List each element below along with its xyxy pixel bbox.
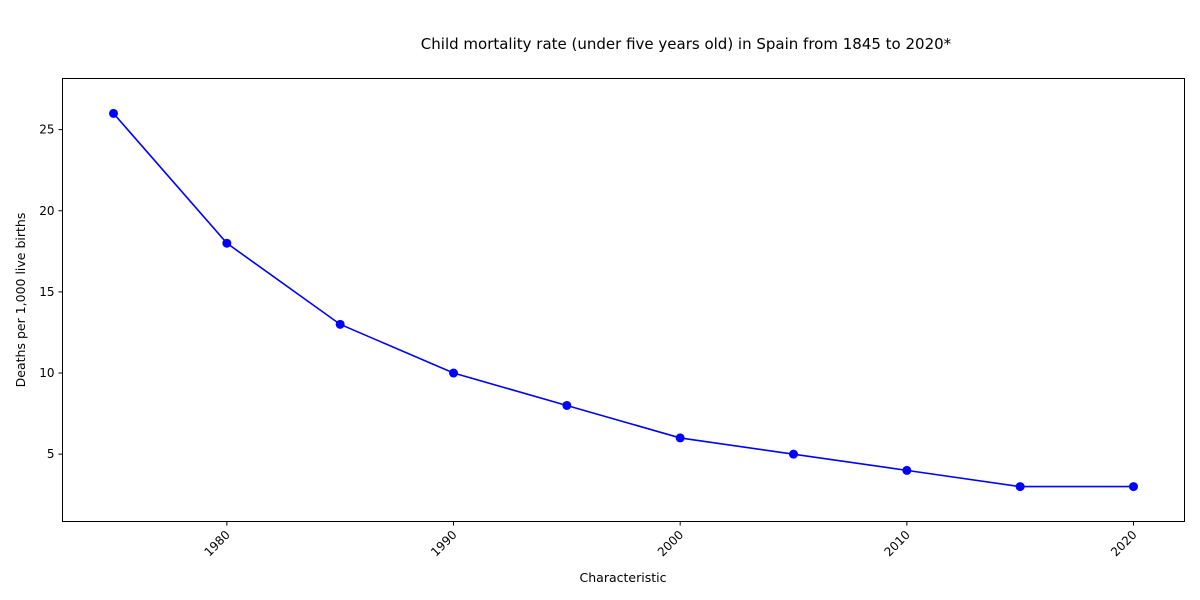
plot-area-frame	[62, 78, 1185, 522]
y-axis-label: Deaths per 1,000 live births	[13, 213, 28, 388]
x-tick-label: 2020	[1108, 528, 1139, 559]
data-point	[222, 238, 232, 248]
data-point	[789, 449, 798, 459]
y-tick-label: 5	[47, 447, 55, 461]
y-tick-label: 25	[39, 123, 54, 137]
x-axis: 1980 1990 2000 2010 2020	[201, 521, 1140, 559]
data-point	[562, 400, 572, 410]
x-tick-label: 1980	[201, 528, 232, 559]
data-point	[449, 368, 458, 378]
y-tick-label: 10	[39, 366, 54, 380]
data-point	[902, 465, 912, 475]
data-point	[675, 433, 685, 443]
y-tick-label: 15	[39, 285, 54, 299]
x-axis-label: Characteristic	[580, 570, 667, 585]
x-tick-label: 2010	[881, 528, 912, 559]
data-point	[1015, 482, 1025, 492]
x-tick-label: 2000	[655, 528, 686, 559]
y-tick-label: 20	[39, 204, 54, 218]
series-layer	[109, 108, 1138, 492]
data-point	[1129, 482, 1138, 492]
series-line	[112, 112, 1134, 488]
data-point	[109, 108, 118, 118]
chart-title: Child mortality rate (under five years o…	[421, 35, 952, 53]
data-point	[335, 319, 345, 329]
x-tick-label: 1990	[428, 528, 459, 559]
y-axis: 5 10 15 20 25	[39, 123, 63, 461]
